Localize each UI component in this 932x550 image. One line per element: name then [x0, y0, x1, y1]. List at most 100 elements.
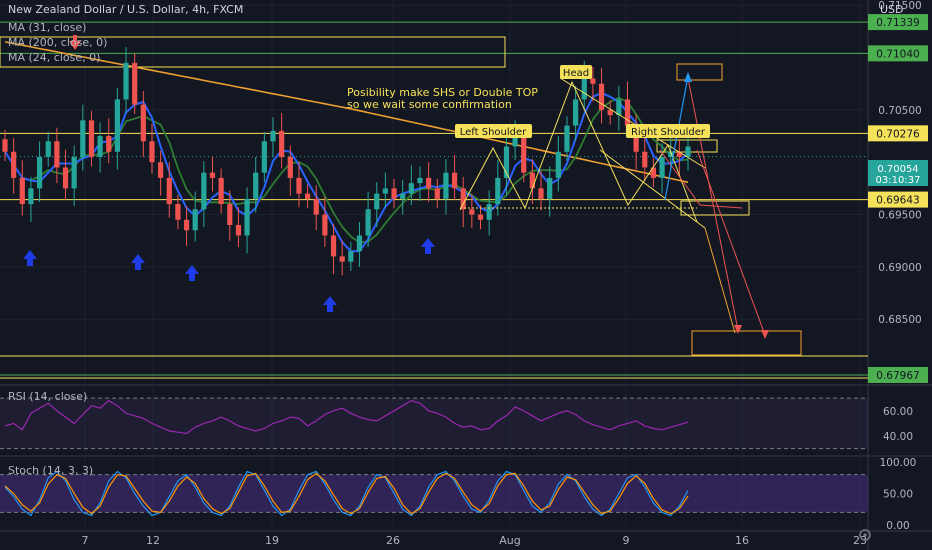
candle-body — [218, 177, 224, 205]
note-line-1: Posibility make SHS or Double TOP — [347, 86, 538, 99]
candle-body — [253, 172, 259, 199]
candle-body — [443, 172, 449, 199]
buy-arrow-icon — [185, 265, 199, 281]
candle-body — [201, 172, 207, 210]
time-tick-label: 7 — [82, 534, 89, 547]
bar-countdown: 03:10:37 — [876, 175, 921, 186]
candle-body — [555, 151, 561, 178]
candle-body — [279, 130, 285, 157]
candle-body — [235, 225, 242, 236]
stoch-tick-label: 100.00 — [880, 457, 917, 469]
candle-body — [287, 156, 293, 178]
candle-body — [495, 177, 501, 205]
level-tag-text: 0.67967 — [876, 370, 919, 382]
rsi-tick-label: 60.00 — [883, 406, 913, 418]
candle-body — [538, 188, 544, 199]
head-label: Head — [563, 68, 589, 79]
candle-body — [123, 62, 129, 100]
candle-body — [140, 104, 146, 142]
indicator-ma-24[interactable]: MA (24, close, 0) — [8, 51, 100, 64]
settings-gear-icon[interactable] — [859, 529, 871, 541]
candle-body — [477, 214, 484, 220]
projection-line — [659, 149, 701, 206]
level-tag — [868, 14, 928, 31]
candle-body — [624, 99, 631, 126]
rsi-tick-label: 40.00 — [883, 431, 913, 443]
level-tag-text: 0.71040 — [876, 48, 919, 60]
candle-body — [209, 172, 216, 178]
currency-label: USD — [880, 3, 904, 16]
level-tag-text: 0.69643 — [876, 195, 919, 207]
candle-body — [426, 177, 432, 189]
head-label-box — [560, 65, 592, 79]
candle-body — [71, 156, 77, 189]
candle-body — [417, 177, 423, 184]
candle-body — [573, 99, 579, 126]
indicator-ma-200[interactable]: MA (200, close, 0) — [8, 36, 107, 49]
time-tick-label: 12 — [146, 534, 160, 547]
last-price-value: 0.70054 — [877, 164, 918, 175]
level-tag — [868, 125, 928, 142]
stoch-tick-label: 50.00 — [883, 489, 913, 501]
candle-body — [97, 136, 103, 157]
buy-arrow-icon — [421, 238, 435, 254]
indicator-ma-31[interactable]: MA (31, close) — [8, 21, 86, 34]
level-tag-text: 0.71339 — [876, 17, 919, 29]
buy-arrow-icon — [323, 296, 337, 312]
candle-body — [668, 151, 674, 157]
candle-body — [62, 167, 69, 189]
buy-arrow-shape — [131, 254, 145, 270]
candle-body — [521, 136, 527, 173]
candle-body — [36, 156, 43, 189]
wedge-upper-line — [559, 77, 706, 169]
time-tick-label: 16 — [735, 534, 749, 547]
candle-body — [270, 130, 276, 142]
candle-body — [633, 125, 639, 152]
candle-body — [11, 151, 17, 178]
pattern-drawings — [459, 72, 769, 339]
candle-body — [408, 183, 414, 194]
candle-body — [192, 209, 198, 231]
candle-body — [45, 141, 51, 157]
candle-body — [564, 125, 570, 152]
last-price-tag — [868, 160, 928, 186]
time-tick-label: 19 — [265, 534, 279, 547]
resistance-zone-box — [0, 36, 506, 68]
stoch-pane: 100.00 50.00 0.00 Stoch (14, 3, 3) — [0, 457, 916, 532]
price-tick-label: 0.69500 — [878, 210, 921, 222]
candle-body — [175, 204, 181, 220]
time-tick-label: 26 — [386, 534, 400, 547]
candle-body — [322, 214, 328, 236]
buy-arrow-shape — [323, 296, 337, 312]
candle-body — [650, 167, 657, 178]
candle-body — [642, 151, 648, 168]
candle-body — [434, 188, 440, 199]
projection-line — [687, 77, 739, 331]
horizontal-levels — [0, 21, 868, 379]
candle-body — [460, 188, 466, 210]
downside-target-box — [691, 330, 802, 356]
candle-body — [158, 162, 164, 178]
projection-line — [699, 204, 743, 209]
ma-31-line — [4, 91, 689, 253]
price-tick-label: 0.68500 — [878, 314, 921, 326]
projection-line — [696, 149, 766, 336]
candle-body — [348, 251, 354, 262]
note-line-2: so we wait some confirmation — [347, 98, 512, 111]
candle-body — [503, 146, 510, 178]
candle-body — [114, 99, 120, 152]
chart-title: New Zealand Dollar / U.S. Dollar, 4h, FX… — [8, 3, 243, 16]
axes: 7 12 19 26 Aug 9 16 23 0.71500 0.70500 0.69500 0.69… — [82, 0, 922, 547]
buy-arrow-icon — [131, 254, 145, 270]
candle-body — [391, 188, 397, 199]
wedge-lower-line — [599, 149, 706, 229]
rsi-pane: 60.00 40.00 RSI (14, close) — [0, 390, 913, 450]
candle-body — [356, 235, 363, 252]
candle-body — [2, 139, 8, 152]
right-shoulder-label-box — [626, 124, 710, 138]
candle-body — [529, 172, 535, 189]
candle-body — [374, 193, 380, 210]
candle-body — [304, 193, 311, 199]
